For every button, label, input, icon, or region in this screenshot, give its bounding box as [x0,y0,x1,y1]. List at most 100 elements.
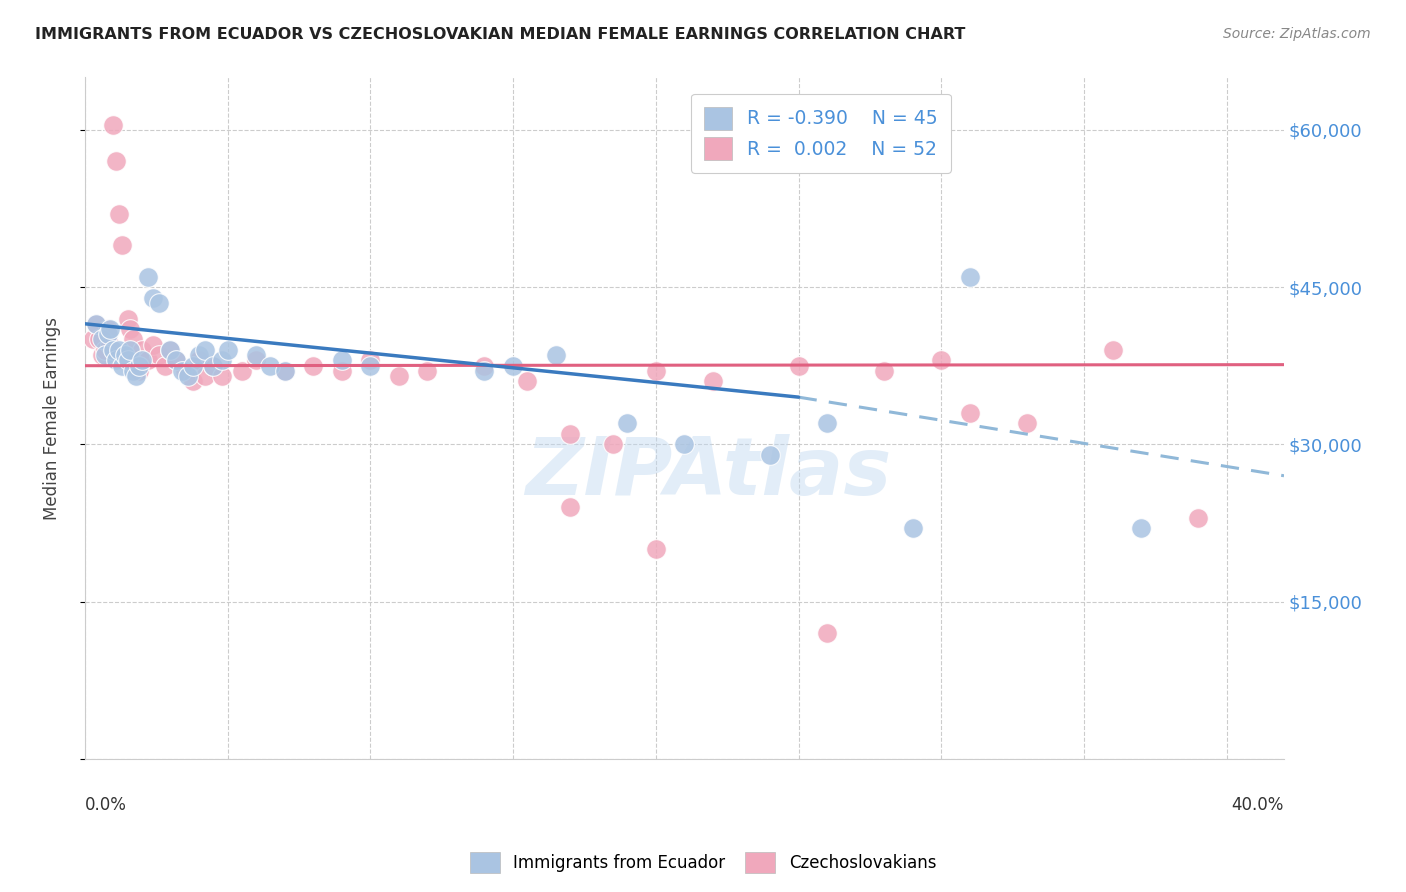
Point [815,417,838,431]
Point [173,364,195,378]
Point [544,348,567,362]
Text: Source: ZipAtlas.com: Source: ZipAtlas.com [1223,27,1371,41]
Point [181,359,204,373]
Point [131,353,153,368]
Point [302,359,325,373]
Point [100,337,122,351]
Point [142,337,165,351]
Point [131,343,153,357]
Point [560,426,582,441]
Point [815,626,838,640]
Point [644,542,666,557]
Text: 0.0%: 0.0% [84,797,127,814]
Point [616,417,638,431]
Point [702,375,724,389]
Point [273,364,295,378]
Point [117,353,139,368]
Point [142,291,165,305]
Point [901,521,924,535]
Point [148,348,170,362]
Point [165,353,187,368]
Point [165,353,187,368]
Point [187,353,209,368]
Point [1187,510,1209,524]
Point [90,348,112,362]
Point [84,317,107,331]
Point [84,317,107,331]
Point [93,343,115,357]
Point [1015,417,1038,431]
Point [217,343,239,357]
Point [103,118,125,132]
Text: 40.0%: 40.0% [1232,797,1284,814]
Text: ZIPAtlas: ZIPAtlas [526,434,891,512]
Point [474,364,496,378]
Point [93,348,115,362]
Point [231,364,253,378]
Point [1101,343,1123,357]
Point [330,364,353,378]
Point [211,353,233,368]
Point [194,343,217,357]
Point [560,500,582,515]
Point [128,359,150,373]
Point [87,333,110,347]
Point [602,437,624,451]
Point [931,353,953,368]
Point [103,343,125,357]
Legend: Immigrants from Ecuador, Czechoslovakians: Immigrants from Ecuador, Czechoslovakian… [463,846,943,880]
Point [120,343,142,357]
Point [787,359,810,373]
Point [159,343,181,357]
Point [100,322,122,336]
Point [673,437,696,451]
Point [111,359,134,373]
Point [502,359,524,373]
Point [159,343,181,357]
Point [125,369,148,384]
Text: IMMIGRANTS FROM ECUADOR VS CZECHOSLOVAKIAN MEDIAN FEMALE EARNINGS CORRELATION CH: IMMIGRANTS FROM ECUADOR VS CZECHOSLOVAKI… [35,27,966,42]
Point [359,359,381,373]
Point [273,364,295,378]
Point [474,359,496,373]
Point [122,333,145,347]
Point [516,375,538,389]
Point [105,353,128,368]
Point [211,369,233,384]
Point [330,353,353,368]
Point [245,353,267,368]
Point [187,348,209,362]
Point [245,348,267,362]
Point [114,348,136,362]
Point [873,364,896,378]
Point [202,359,225,373]
Point [959,269,981,284]
Point [388,369,411,384]
Point [97,327,120,342]
Point [82,333,104,347]
Point [136,269,159,284]
Point [122,364,145,378]
Point [153,359,176,373]
Point [1130,521,1153,535]
Point [148,295,170,310]
Point [959,406,981,420]
Point [181,375,204,389]
Y-axis label: Median Female Earnings: Median Female Earnings [44,317,60,520]
Point [416,364,439,378]
Point [176,369,198,384]
Point [259,359,281,373]
Point [194,369,217,384]
Point [202,359,225,373]
Point [117,311,139,326]
Point [108,207,131,221]
Point [108,343,131,357]
Point [644,364,666,378]
Point [759,448,782,462]
Point [136,353,159,368]
Point [97,322,120,336]
Point [111,238,134,252]
Point [359,353,381,368]
Point [170,364,193,378]
Point [120,322,142,336]
